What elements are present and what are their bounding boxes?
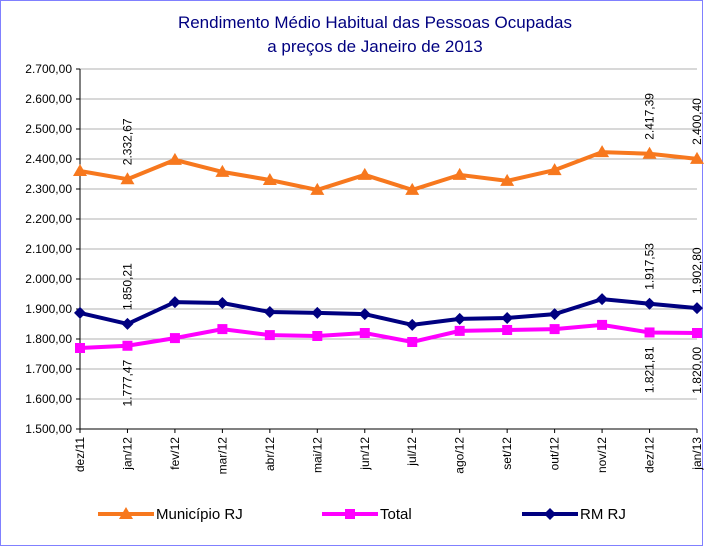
value-label: 2.417,39	[643, 93, 657, 140]
marker	[597, 319, 608, 330]
marker	[167, 152, 182, 165]
series-line	[79, 297, 698, 327]
y-tick-label: 2.000,00	[25, 272, 72, 286]
marker	[74, 306, 86, 319]
chart-title: Rendimento Médio Habitual das Pessoas Oc…	[178, 13, 572, 32]
marker	[310, 182, 325, 195]
x-tick-label: jan/12	[120, 437, 134, 471]
y-tick-label: 2.200,00	[25, 212, 72, 226]
legend-label: Município RJ	[156, 506, 243, 523]
marker	[406, 318, 419, 331]
marker	[121, 317, 134, 330]
chart-subtitle: a preços de Janeiro de 2013	[267, 37, 483, 56]
marker	[311, 306, 324, 319]
marker	[405, 182, 420, 195]
marker	[264, 330, 275, 341]
y-tick-label: 2.300,00	[25, 182, 72, 196]
marker	[453, 312, 466, 325]
series-line	[79, 150, 698, 192]
x-tick-label: dez/11	[73, 437, 87, 472]
value-label: 1.850,21	[120, 263, 134, 310]
marker	[345, 509, 355, 519]
marker	[215, 164, 230, 177]
marker	[357, 167, 372, 180]
legend-label: RM RJ	[580, 506, 626, 523]
legend-label: Total	[380, 506, 412, 523]
y-tick-label: 1.700,00	[25, 362, 72, 376]
marker	[168, 296, 181, 309]
marker	[549, 324, 560, 335]
y-tick-label: 2.600,00	[25, 92, 72, 106]
marker	[643, 297, 656, 310]
marker	[501, 312, 514, 324]
y-tick-label: 1.600,00	[25, 392, 72, 406]
y-tick-label: 2.700,00	[25, 62, 72, 76]
marker	[690, 151, 704, 164]
marker	[216, 297, 229, 309]
marker	[312, 331, 323, 341]
y-tick-label: 2.400,00	[25, 152, 72, 166]
marker	[217, 324, 228, 335]
marker	[642, 146, 657, 159]
x-tick-label: jul/12	[405, 437, 419, 467]
x-tick-label: abr/12	[263, 437, 277, 471]
x-tick-label: dez/12	[643, 437, 657, 473]
marker	[644, 327, 655, 338]
marker	[596, 293, 609, 306]
x-tick-label: set/12	[500, 437, 514, 470]
x-tick-label: mai/12	[310, 437, 324, 473]
y-tick-label: 2.100,00	[25, 242, 72, 256]
marker	[547, 163, 562, 176]
x-tick-label: out/12	[548, 437, 562, 471]
x-tick-label: jun/12	[358, 437, 372, 471]
marker	[691, 302, 703, 315]
value-label: 1.902,80	[690, 247, 704, 294]
value-label: 1.820,00	[690, 347, 704, 394]
y-tick-label: 2.500,00	[25, 122, 72, 136]
marker	[358, 308, 371, 321]
marker	[169, 333, 180, 344]
value-label: 1.917,53	[643, 243, 657, 290]
value-label: 1.821,81	[643, 346, 657, 393]
marker	[548, 308, 561, 321]
y-tick-label: 1.900,00	[25, 302, 72, 316]
marker	[263, 306, 276, 318]
marker	[119, 507, 133, 519]
x-tick-label: ago/12	[453, 437, 467, 474]
marker	[122, 340, 133, 351]
marker	[452, 167, 467, 180]
x-tick-label: fev/12	[168, 437, 182, 470]
y-tick-label: 1.500,00	[25, 422, 72, 436]
marker	[73, 164, 87, 176]
marker	[359, 328, 370, 338]
marker	[75, 343, 85, 353]
marker	[692, 328, 702, 338]
marker	[502, 325, 513, 335]
series-line	[79, 322, 698, 350]
marker	[120, 172, 135, 185]
y-tick-label: 1.800,00	[25, 332, 72, 346]
value-label: 2.332,67	[120, 118, 134, 165]
x-tick-label: jan/13	[690, 437, 704, 471]
x-tick-label: nov/12	[595, 437, 609, 473]
x-tick-label: mar/12	[215, 437, 229, 475]
marker	[407, 337, 418, 347]
value-label: 2.400,40	[690, 98, 704, 145]
marker	[500, 173, 515, 186]
value-label: 1.777,47	[120, 359, 134, 406]
marker	[262, 173, 277, 185]
marker	[454, 325, 465, 336]
marker	[544, 508, 556, 520]
marker	[595, 145, 610, 158]
